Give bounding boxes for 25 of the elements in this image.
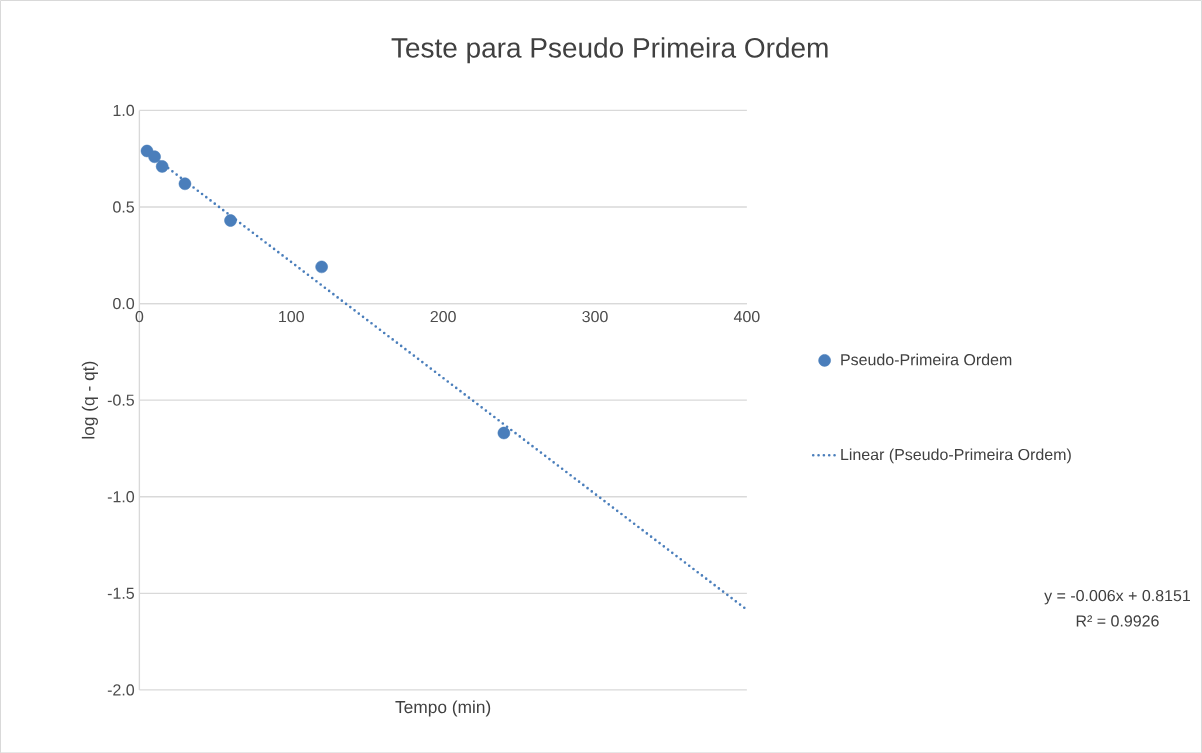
- point: [178, 177, 192, 190]
- y-axis-title: log (q - qt): [81, 361, 98, 439]
- x-tick-label: 400: [733, 310, 760, 323]
- legend-label: Linear (Pseudo-Primeira Ordem): [841, 448, 1071, 464]
- point: [224, 214, 237, 227]
- point: [148, 150, 161, 163]
- y-tick-label: 1.0: [113, 104, 135, 116]
- x-tick-label: 300: [582, 310, 608, 323]
- x-tick-label: 0: [135, 310, 144, 323]
- y-tick-label: 0.0: [113, 297, 135, 310]
- legend-label: Pseudo-Primeira Ordem: [841, 353, 1012, 366]
- y-tick-label: -1.0: [107, 490, 135, 503]
- point: [497, 426, 511, 440]
- text: R² = 0.9926: [1076, 615, 1159, 627]
- chart-title: Teste para Pseudo Primeira Ordem: [391, 37, 828, 64]
- text: y = -0.006x + 0.8151: [1044, 589, 1190, 605]
- y-tick-label: 0.5: [113, 201, 134, 213]
- y-tick-label: -1.5: [107, 587, 134, 599]
- x-tick-label: 100: [279, 310, 304, 323]
- x-tick-label: 200: [430, 310, 456, 323]
- x-axis-title: Tempo (min): [395, 700, 491, 717]
- y-tick-label: -0.5: [107, 394, 134, 406]
- y-tick-label: -2.0: [107, 684, 135, 696]
- point: [315, 260, 328, 273]
- point: [155, 159, 169, 173]
